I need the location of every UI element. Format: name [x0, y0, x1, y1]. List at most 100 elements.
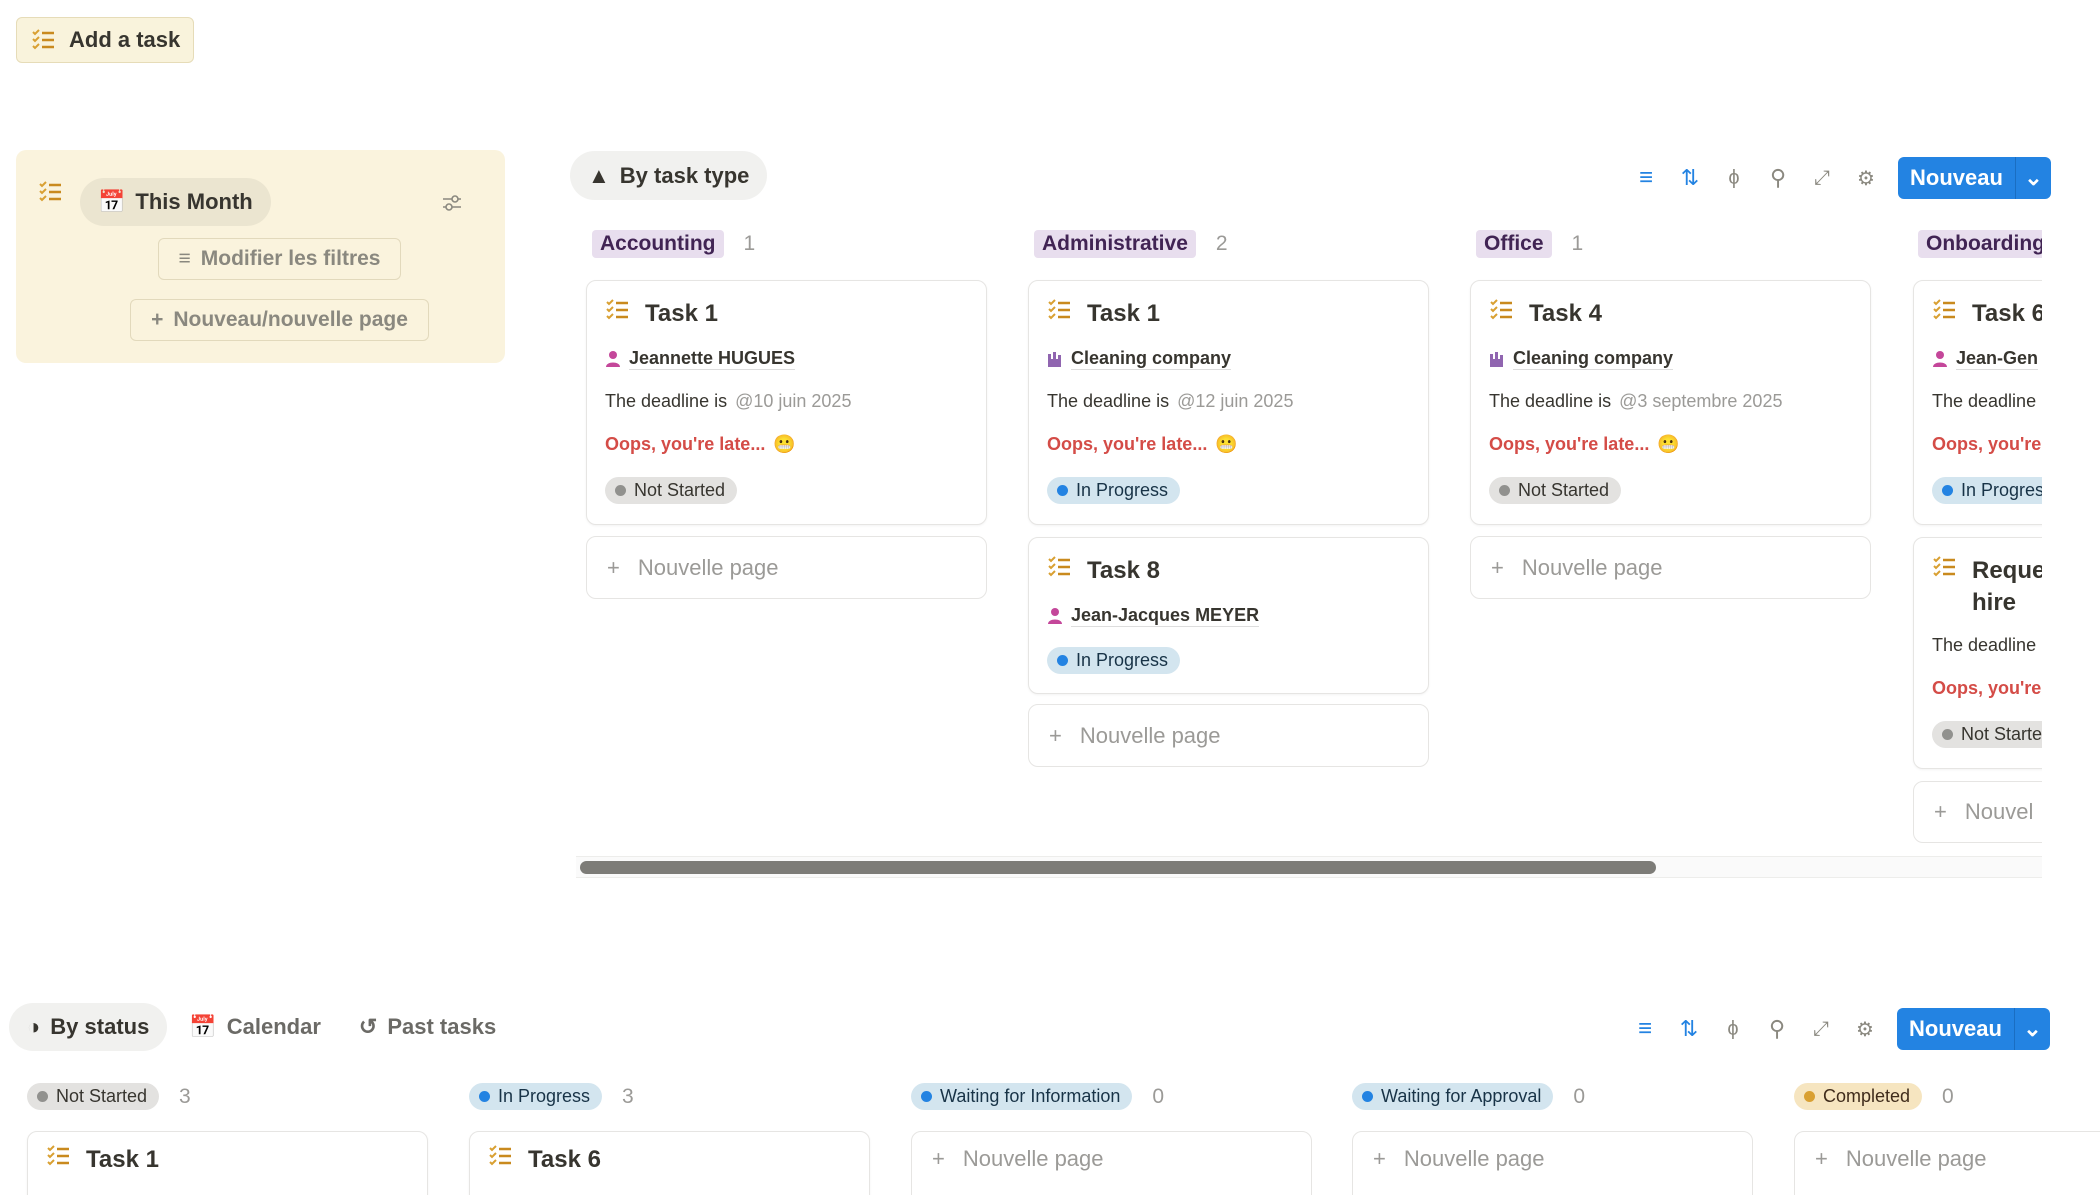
task-card[interactable]: Task 6 — [469, 1131, 870, 1195]
new-page-card[interactable]: + Nouvel — [1913, 781, 2042, 843]
expand-icon[interactable]: ⤢ — [1813, 1017, 1829, 1040]
status-label: Completed — [1823, 1086, 1911, 1106]
task-card[interactable]: Task 1 — [27, 1131, 428, 1195]
filter-icon[interactable]: ≡ — [1638, 164, 1653, 191]
deadline-label: The deadline is — [1047, 391, 1170, 411]
view-label: This Month — [135, 189, 253, 214]
card-title: Reques hire — [1972, 557, 2042, 616]
settings-sliders-icon[interactable] — [441, 192, 463, 214]
company-icon — [1490, 352, 1503, 367]
sort-icon[interactable]: ⇅ — [1680, 165, 1700, 190]
add-task-button[interactable]: Add a task — [16, 17, 194, 63]
task-card[interactable]: Task 8 Jean-Jacques MEYER In Progress — [1028, 537, 1429, 694]
plus-icon: + — [1815, 1146, 1828, 1171]
tab-past-tasks[interactable]: ↺ Past tasks — [358, 1014, 497, 1039]
new-page-card[interactable]: + Nouvelle page — [1352, 1131, 1753, 1195]
checklist-icon — [1932, 298, 1957, 320]
card-title: Task 6 — [1972, 300, 2042, 327]
task-card[interactable]: Task 1 Jeannette HUGUES The deadline is @… — [586, 280, 987, 525]
new-button-label: Nouveau — [1909, 1016, 2002, 1041]
this-month-view-tab[interactable]: 📅 This Month — [80, 178, 271, 226]
status-badge: In Progress — [1047, 647, 1181, 674]
filter-icon[interactable]: ≡ — [1637, 1015, 1652, 1042]
chevron-down-icon[interactable]: ⌄ — [2014, 157, 2051, 199]
company-icon — [1048, 352, 1061, 367]
deadline-label: The deadline is — [1489, 391, 1612, 411]
tab-by-status[interactable]: ◑ By status — [9, 1003, 168, 1051]
card-title: Task 1 — [645, 300, 718, 327]
lightning-icon[interactable]: ϕ — [1727, 1017, 1739, 1040]
new-page-card[interactable]: + Nouvelle page — [1470, 536, 1871, 599]
half-circle-icon: ◑ — [27, 1014, 41, 1039]
new-page-card[interactable]: + Nouvelle page — [586, 536, 987, 599]
status-badge: Not Started — [1932, 721, 2042, 748]
status-badge: In Progress — [1932, 477, 2042, 504]
shapes-icon: ▲ — [588, 162, 610, 188]
late-warning: Oops, you're late... — [1047, 434, 1208, 454]
column-header-onboarding: Onboarding — [1918, 230, 2042, 258]
search-icon[interactable]: ⚲ — [1768, 1016, 1786, 1041]
card-title: Task 6 — [528, 1146, 601, 1173]
new-button[interactable]: Nouveau ⌄ — [1897, 1008, 2050, 1050]
lightning-icon[interactable]: ϕ — [1728, 166, 1740, 189]
card-title: Task 1 — [1087, 300, 1160, 327]
task-card[interactable]: Reques hire The deadline Oops, you're No… — [1913, 537, 2042, 769]
new-page-card[interactable]: + Nouvelle page — [911, 1131, 1312, 1195]
status-label: Waiting for Approval — [1381, 1086, 1542, 1106]
task-card[interactable]: Task 4 Cleaning company The deadline is @… — [1470, 280, 1871, 525]
plus-icon: + — [1934, 799, 1947, 824]
group-count: 2 — [1215, 232, 1228, 255]
plus-icon: + — [1491, 554, 1504, 580]
group-count: 0 — [1942, 1084, 1954, 1108]
task-card[interactable]: Task 1 Cleaning company The deadline is @… — [1028, 280, 1429, 525]
column-header-not-started: Not Started 3 — [27, 1083, 191, 1110]
late-warning: Oops, you're late... — [605, 434, 766, 454]
checklist-icon — [1489, 298, 1514, 320]
settings-sliders-icon[interactable]: ⚙ — [1856, 1018, 1874, 1041]
search-icon[interactable]: ⚲ — [1769, 165, 1787, 190]
column-header-waiting-approval: Waiting for Approval 0 — [1352, 1083, 1585, 1110]
task-card[interactable]: Task 6 Jean-Gen The deadline Oops, you'r… — [1913, 280, 2042, 525]
modify-filters-button[interactable]: ≡ Modifier les filtres — [158, 238, 401, 280]
assignee[interactable]: Jeannette HUGUES — [629, 348, 796, 370]
new-page-button[interactable]: + Nouveau/nouvelle page — [130, 299, 429, 341]
deadline-label: The deadline is — [605, 391, 728, 411]
deadline-date[interactable]: @3 septembre 2025 — [1619, 391, 1783, 411]
deadline-date[interactable]: @10 juin 2025 — [735, 391, 852, 411]
checklist-icon — [1932, 555, 1957, 577]
horizontal-scrollbar[interactable] — [576, 856, 2042, 878]
sort-icon[interactable]: ⇅ — [1679, 1016, 1699, 1041]
group-tag: Accounting — [592, 230, 724, 258]
column-header-office: Office 1 — [1476, 230, 1583, 258]
chevron-down-icon[interactable]: ⌄ — [2013, 1008, 2050, 1050]
plus-icon: + — [607, 554, 620, 580]
assignee[interactable]: Jean-Gen — [1956, 348, 2039, 370]
late-warning: Oops, you're — [1932, 434, 2042, 454]
status-badge: Not Started — [605, 477, 738, 504]
group-count: 3 — [179, 1084, 191, 1108]
status-label: In Progress — [498, 1086, 591, 1106]
new-page-card[interactable]: + Nouvelle page — [1028, 704, 1429, 767]
assignee[interactable]: Jean-Jacques MEYER — [1071, 605, 1260, 627]
grimace-emoji-icon: 😬 — [1215, 434, 1238, 454]
tab-calendar[interactable]: 📅 Calendar — [189, 1014, 321, 1039]
card-title: Task 1 — [86, 1146, 159, 1173]
checklist-icon — [46, 1144, 71, 1166]
modify-filters-label: Modifier les filtres — [200, 247, 381, 270]
new-button[interactable]: Nouveau ⌄ — [1898, 157, 2051, 199]
assignee[interactable]: Cleaning company — [1513, 348, 1674, 370]
person-icon — [606, 351, 620, 367]
checklist-icon — [605, 298, 630, 320]
filter-icon: ≡ — [178, 247, 191, 270]
plus-icon: + — [151, 308, 164, 331]
group-tag: Onboarding — [1918, 230, 2042, 258]
settings-sliders-icon[interactable]: ⚙ — [1857, 167, 1875, 190]
expand-icon[interactable]: ⤢ — [1814, 166, 1830, 189]
group-tag: Office — [1476, 230, 1552, 258]
assignee[interactable]: Cleaning company — [1071, 348, 1232, 370]
group-count: 0 — [1152, 1084, 1165, 1108]
new-page-card[interactable]: + Nouvelle page — [1794, 1131, 2100, 1195]
deadline-date[interactable]: @12 juin 2025 — [1177, 391, 1294, 411]
scrollbar-thumb[interactable] — [580, 861, 1656, 874]
by-task-type-view-tab[interactable]: ▲ By task type — [570, 151, 768, 200]
